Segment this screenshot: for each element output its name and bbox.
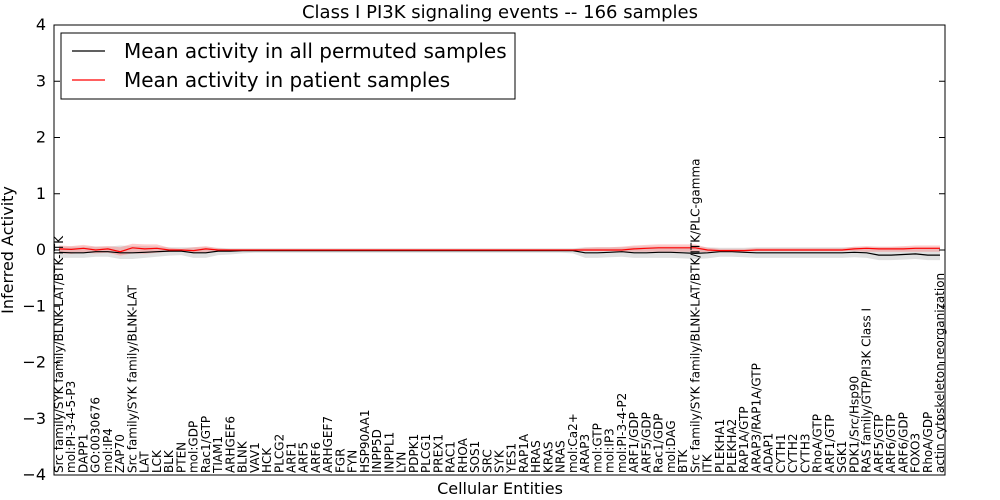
- category-label: Rac1/GDP: [652, 414, 666, 473]
- category-label: RhoA/GDP: [921, 412, 935, 473]
- category-label: mol:GDP: [187, 421, 201, 473]
- category-label: NRAS: [554, 440, 568, 473]
- legend: Mean activity in all permuted samples Me…: [60, 32, 516, 100]
- category-label: mol:Ca2+: [566, 413, 580, 473]
- category-label: BLNK: [236, 440, 250, 473]
- category-label: PLCG1: [419, 434, 433, 473]
- category-label: ZAP70: [113, 434, 127, 473]
- category-label: ARF5: [297, 442, 311, 473]
- legend-box: [60, 32, 516, 100]
- x-axis-label: Cellular Entities: [437, 479, 563, 498]
- category-label: LCK: [150, 449, 164, 473]
- y-tick-label: 2: [36, 128, 46, 147]
- category-label: BTK: [676, 448, 690, 473]
- category-label: ARF1/GTP: [823, 414, 837, 473]
- category-label: PLCG2: [272, 434, 286, 473]
- category-label: INPP5D: [370, 429, 384, 473]
- category-label: mol:PI-3-4-P2: [615, 393, 629, 473]
- category-label: mol:IP4: [101, 428, 115, 473]
- category-label: HSP90AA1: [358, 409, 372, 473]
- category-labels: Src family/SYK family/BLNK-LAT/BTK-ITKmo…: [52, 158, 947, 474]
- category-label: mol:GTP: [590, 423, 604, 473]
- category-label: ARHGEF6: [223, 416, 237, 473]
- y-tick-label: 0: [36, 240, 46, 259]
- series-line-patient: [58, 247, 940, 253]
- category-label: LAT: [138, 451, 152, 473]
- category-label: SRC: [480, 449, 494, 473]
- category-label: ARF5/GDP: [639, 412, 653, 473]
- category-label: RHOA: [456, 437, 470, 473]
- series-lines: [58, 247, 940, 256]
- category-label: CYTH1: [774, 434, 788, 474]
- y-tick-label: −4: [22, 465, 46, 484]
- category-label: CYTH3: [798, 434, 812, 474]
- category-label: ARF1/GDP: [627, 412, 641, 473]
- category-label: actin cytoskeleton reorganization: [933, 273, 947, 473]
- category-label: TIAM1: [211, 436, 225, 474]
- category-label: LYN: [395, 452, 409, 473]
- category-label: HRAS: [529, 440, 543, 473]
- category-label: RAS family/GTP/PI3K Class I: [860, 308, 874, 473]
- category-label: GO:0030676: [89, 397, 103, 473]
- category-label: Rac1/GTP: [199, 416, 213, 473]
- category-label: ARF6/GTP: [884, 414, 898, 473]
- category-label: SYK: [493, 449, 507, 473]
- category-label: PDPK1: [407, 434, 421, 473]
- legend-label-permuted: Mean activity in all permuted samples: [124, 39, 507, 63]
- category-label: Src family/SYK family/BLNK-LAT: [125, 284, 139, 473]
- category-label: PLEKHA2: [725, 419, 739, 473]
- y-axis-label: Inferred Activity: [0, 186, 17, 314]
- category-label: DAPP1: [76, 434, 90, 473]
- category-label: PREX1: [431, 434, 445, 473]
- category-label: FGR: [333, 448, 347, 473]
- category-label: Src family/SYK family/BLNK-LAT/BTK/ITK/P…: [688, 158, 702, 473]
- category-label: HCK: [260, 447, 274, 473]
- y-tick-label: −1: [22, 296, 46, 315]
- category-label: ARHGEF7: [321, 416, 335, 473]
- plot-frame: [53, 24, 946, 476]
- category-label: VAV1: [248, 442, 262, 473]
- y-tick-label: 1: [36, 184, 46, 203]
- category-label: mol:IP3: [603, 428, 617, 473]
- category-label: ARF5/GTP: [872, 414, 886, 473]
- category-label: ITK: [701, 453, 715, 473]
- category-label: SOS1: [468, 441, 482, 473]
- category-label: ARF6: [309, 442, 323, 473]
- category-label: ARAP3: [578, 434, 592, 473]
- category-label: BLK: [162, 449, 176, 473]
- category-label: mol:DAG: [664, 420, 678, 473]
- category-label: mol:PI-3-4-5-P3: [64, 381, 78, 473]
- category-label: RAP1A/GTP: [737, 406, 751, 473]
- category-label: ARF1: [284, 442, 298, 473]
- category-label: ARF6/GDP: [896, 412, 910, 473]
- category-label: ADAP1: [762, 433, 776, 473]
- chart-title: Class I PI3K signaling events -- 166 sam…: [302, 2, 698, 23]
- legend-label-patient: Mean activity in patient samples: [124, 68, 450, 92]
- category-label: CYTH2: [786, 434, 800, 474]
- category-label: Src family/SYK family/BLNK-LAT/BTK-ITK: [52, 235, 66, 473]
- category-label: INPPL1: [382, 432, 396, 473]
- permuted-band: [59, 245, 940, 261]
- category-label: SGK1: [835, 441, 849, 473]
- y-tick-label: 3: [36, 71, 46, 90]
- category-label: RAC1: [444, 441, 458, 473]
- category-label: ARAP3/RAP1A/GTP: [749, 363, 763, 473]
- category-label: YES1: [505, 443, 519, 474]
- category-label: KRAS: [541, 441, 555, 473]
- category-label: RhoA/GTP: [811, 414, 825, 473]
- category-label: RAP1A: [517, 433, 531, 473]
- category-label: FYN: [346, 450, 360, 473]
- category-label: PDK1/Src/Hsp90: [847, 376, 861, 473]
- category-label: FOXO3: [909, 433, 923, 473]
- category-label: PTEN: [174, 442, 188, 473]
- y-tick-label: 4: [36, 15, 46, 34]
- y-tick-label: −2: [22, 353, 46, 372]
- category-label: PLEKHA1: [713, 419, 727, 473]
- y-tick-label: −3: [22, 409, 46, 428]
